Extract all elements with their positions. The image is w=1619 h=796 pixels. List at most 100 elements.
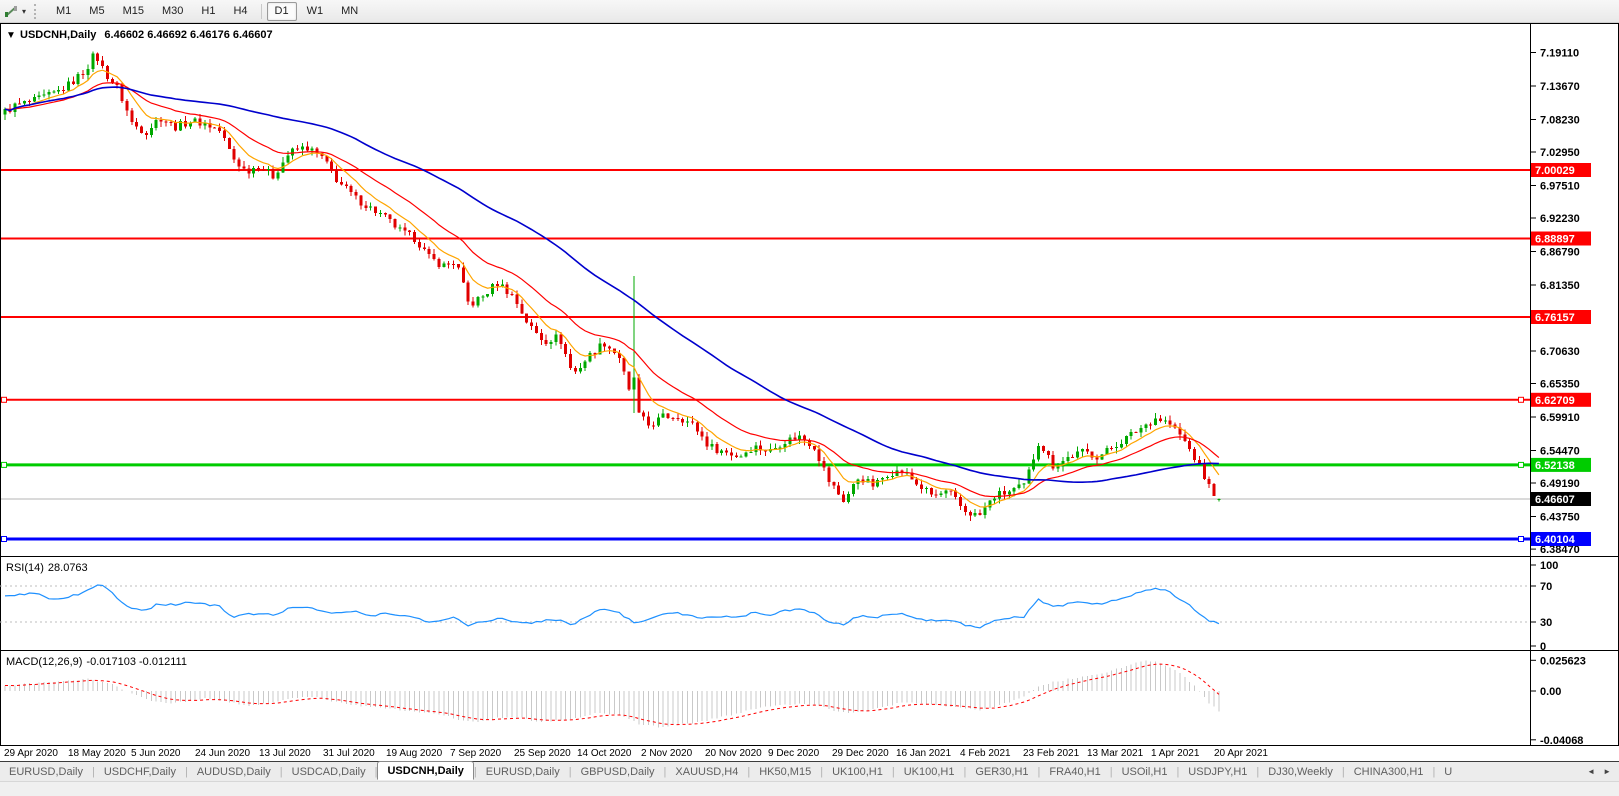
timeframe-button-H4[interactable]: H4 <box>233 4 248 17</box>
line-handle[interactable] <box>1 461 7 468</box>
date-axis-label: 13 Mar 2021 <box>1087 748 1144 759</box>
tab-separator: | <box>473 765 477 778</box>
rsi-axis[interactable]: 100 70 30 0 <box>1531 560 1558 653</box>
rsi-label: RSI(14) 28.0763 <box>6 562 88 574</box>
chart-tab-UK100-H1[interactable]: UK100,H1 <box>903 765 955 778</box>
price-tick-label: 6.49190 <box>1540 478 1580 490</box>
timeframe-button-W1[interactable]: W1 <box>306 4 324 17</box>
price-tick-label: 6.92230 <box>1540 213 1580 225</box>
tab-separator: | <box>1256 765 1260 778</box>
timeframe-button-M15[interactable]: M15 <box>122 4 144 17</box>
price-tick-label: 6.86790 <box>1540 247 1580 259</box>
current-price-label: 6.46607 <box>1531 492 1591 506</box>
chart-tab-GBPUSD-Daily[interactable]: GBPUSD,Daily <box>580 765 655 778</box>
bottom-strip <box>0 782 1619 796</box>
date-axis-label: 2 Nov 2020 <box>641 748 693 759</box>
chart-tab-EURUSD-Daily[interactable]: EURUSD,Daily <box>485 765 560 778</box>
rsi-tick-label: 70 <box>1540 581 1552 593</box>
chart-tab-USDCNH-Daily[interactable]: USDCNH,Daily <box>377 761 474 780</box>
tab-separator: | <box>820 765 824 778</box>
price-tick-label: 6.65350 <box>1540 379 1580 391</box>
chart-tab-USDCAD-Daily[interactable]: USDCAD,Daily <box>291 765 366 778</box>
chart-tab-USDCHF-Daily[interactable]: USDCHF,Daily <box>103 765 176 778</box>
price-label-6.88897: 6.88897 <box>1531 231 1591 246</box>
line-handle[interactable] <box>1518 461 1524 468</box>
date-axis-label: 14 Oct 2020 <box>577 748 632 759</box>
chart-symbol: USDCNH,Daily <box>20 29 97 41</box>
macd-tick-label: -0.04068 <box>1540 735 1583 746</box>
chart-tab-DJ30-Weekly[interactable]: DJ30,Weekly <box>1268 765 1333 778</box>
date-axis-label: 31 Jul 2020 <box>323 748 375 759</box>
timeframe-button-H1[interactable]: H1 <box>201 4 216 17</box>
tab-scroll-left-icon[interactable]: ◄ <box>1587 767 1596 776</box>
chart-tool-icon <box>5 6 17 17</box>
date-axis-label: 18 May 2020 <box>68 748 126 759</box>
svg-text:6.76157: 6.76157 <box>1535 312 1575 324</box>
tab-separator: | <box>184 765 188 778</box>
chart-tab-FRA40-H1[interactable]: FRA40,H1 <box>1049 765 1101 778</box>
tab-separator: | <box>891 765 895 778</box>
chart-tab-U[interactable]: U <box>1444 765 1453 778</box>
price-tick-label: 6.97510 <box>1540 181 1580 193</box>
chart-tabs-bar: EURUSD,Daily | USDCHF,Daily | AUDUSD,Daily | U… <box>0 761 1619 782</box>
chart-tab-USOil-H1[interactable]: USOil,H1 <box>1121 765 1168 778</box>
chart-tab-AUDUSD-Daily[interactable]: AUDUSD,Daily <box>196 765 271 778</box>
tab-scrollers: ◄ ► <box>1583 762 1619 781</box>
price-label-6.52138: 6.52138 <box>1531 457 1591 472</box>
price-tick-label: 6.38470 <box>1540 544 1580 556</box>
chart-tool-button[interactable]: ▾ <box>0 0 30 22</box>
chart-tab-GER30-H1[interactable]: GER30,H1 <box>975 765 1029 778</box>
horizontal-line-6.40104[interactable] <box>0 536 1530 542</box>
price-axis[interactable]: 7.19110 7.13670 7.08230 7.02950 6.97510 6.922… <box>1531 48 1580 557</box>
date-axis-label: 29 Dec 2020 <box>832 748 889 759</box>
date-axis[interactable]: 29 Apr 2020 18 May 2020 5 Jun 2020 24 Jun 2… <box>0 746 1619 762</box>
chart-collapse-icon[interactable]: ▼ <box>6 30 16 41</box>
date-axis-label: 23 Feb 2021 <box>1023 748 1080 759</box>
chart-background <box>0 23 1619 746</box>
tab-separator: | <box>374 765 378 778</box>
chart-tab-XAUUSD-H4[interactable]: XAUUSD,H4 <box>675 765 739 778</box>
timeframe-button-M5[interactable]: M5 <box>89 4 105 17</box>
rsi-tick-label: 30 <box>1540 617 1552 629</box>
date-axis-label: 4 Feb 2021 <box>960 748 1011 759</box>
horizontal-line-6.62709[interactable] <box>0 396 1530 403</box>
macd-signal-line <box>5 663 1220 726</box>
chart-tab-HK50-M15[interactable]: HK50,M15 <box>759 765 812 778</box>
date-axis-label: 20 Nov 2020 <box>705 748 762 759</box>
horizontal-line-6.52138[interactable] <box>0 461 1530 468</box>
timeframe-button-M30[interactable]: M30 <box>161 4 184 17</box>
chart-tab-CHINA300-H1[interactable]: CHINA300,H1 <box>1353 765 1424 778</box>
price-label-6.62709: 6.62709 <box>1531 392 1591 407</box>
line-handle[interactable] <box>1518 396 1524 403</box>
chart-tab-EURUSD-Daily[interactable]: EURUSD,Daily <box>9 765 83 778</box>
chart-header-title: USDCNH,Daily 6.46602 6.46692 6.46176 6.46… <box>20 29 273 41</box>
price-label-6.40104: 6.40104 <box>1531 532 1591 546</box>
tab-separator: | <box>1432 765 1436 778</box>
macd-axis[interactable]: 0.025623 0.00 -0.04068 <box>1531 655 1586 746</box>
timeframe-button-D1[interactable]: D1 <box>266 1 297 21</box>
tab-scroll-right-icon[interactable]: ► <box>1603 767 1611 776</box>
tab-separator: | <box>568 765 572 778</box>
svg-text:6.52138: 6.52138 <box>1535 460 1575 472</box>
date-axis-label: 5 Jun 2020 <box>131 748 181 759</box>
price-tick-label: 7.02950 <box>1540 147 1580 159</box>
svg-text:7.00029: 7.00029 <box>1535 165 1575 177</box>
chart-canvas[interactable]: 7.19110 7.13670 7.08230 7.02950 6.97510 6.922… <box>0 23 1619 746</box>
price-tick-label: 6.43750 <box>1540 512 1580 524</box>
timeframe-button-M1[interactable]: M1 <box>56 4 72 17</box>
macd-tick-label: 0.025623 <box>1540 655 1586 667</box>
chart-tab-UK100-H1[interactable]: UK100,H1 <box>832 765 883 778</box>
line-handle[interactable] <box>1518 536 1524 542</box>
date-axis-label: 16 Jan 2021 <box>896 748 952 759</box>
price-tick-label: 7.08230 <box>1540 115 1580 127</box>
date-axis-label: 24 Jun 2020 <box>195 748 251 759</box>
rsi-line <box>4 584 1220 629</box>
chart-tab-USDJPY-H1[interactable]: USDJPY,H1 <box>1188 765 1248 778</box>
line-handle[interactable] <box>1 396 7 403</box>
date-axis-label: 7 Sep 2020 <box>450 748 502 759</box>
line-handle[interactable] <box>1 536 7 542</box>
timeframe-buttons: M1 M5 M15 M30 H1 H4 D1 W1 MN <box>47 1 367 21</box>
timeframe-button-MN[interactable]: MN <box>341 4 359 17</box>
price-tick-label: 6.70630 <box>1540 346 1580 358</box>
moving-average-slow <box>4 86 1219 484</box>
